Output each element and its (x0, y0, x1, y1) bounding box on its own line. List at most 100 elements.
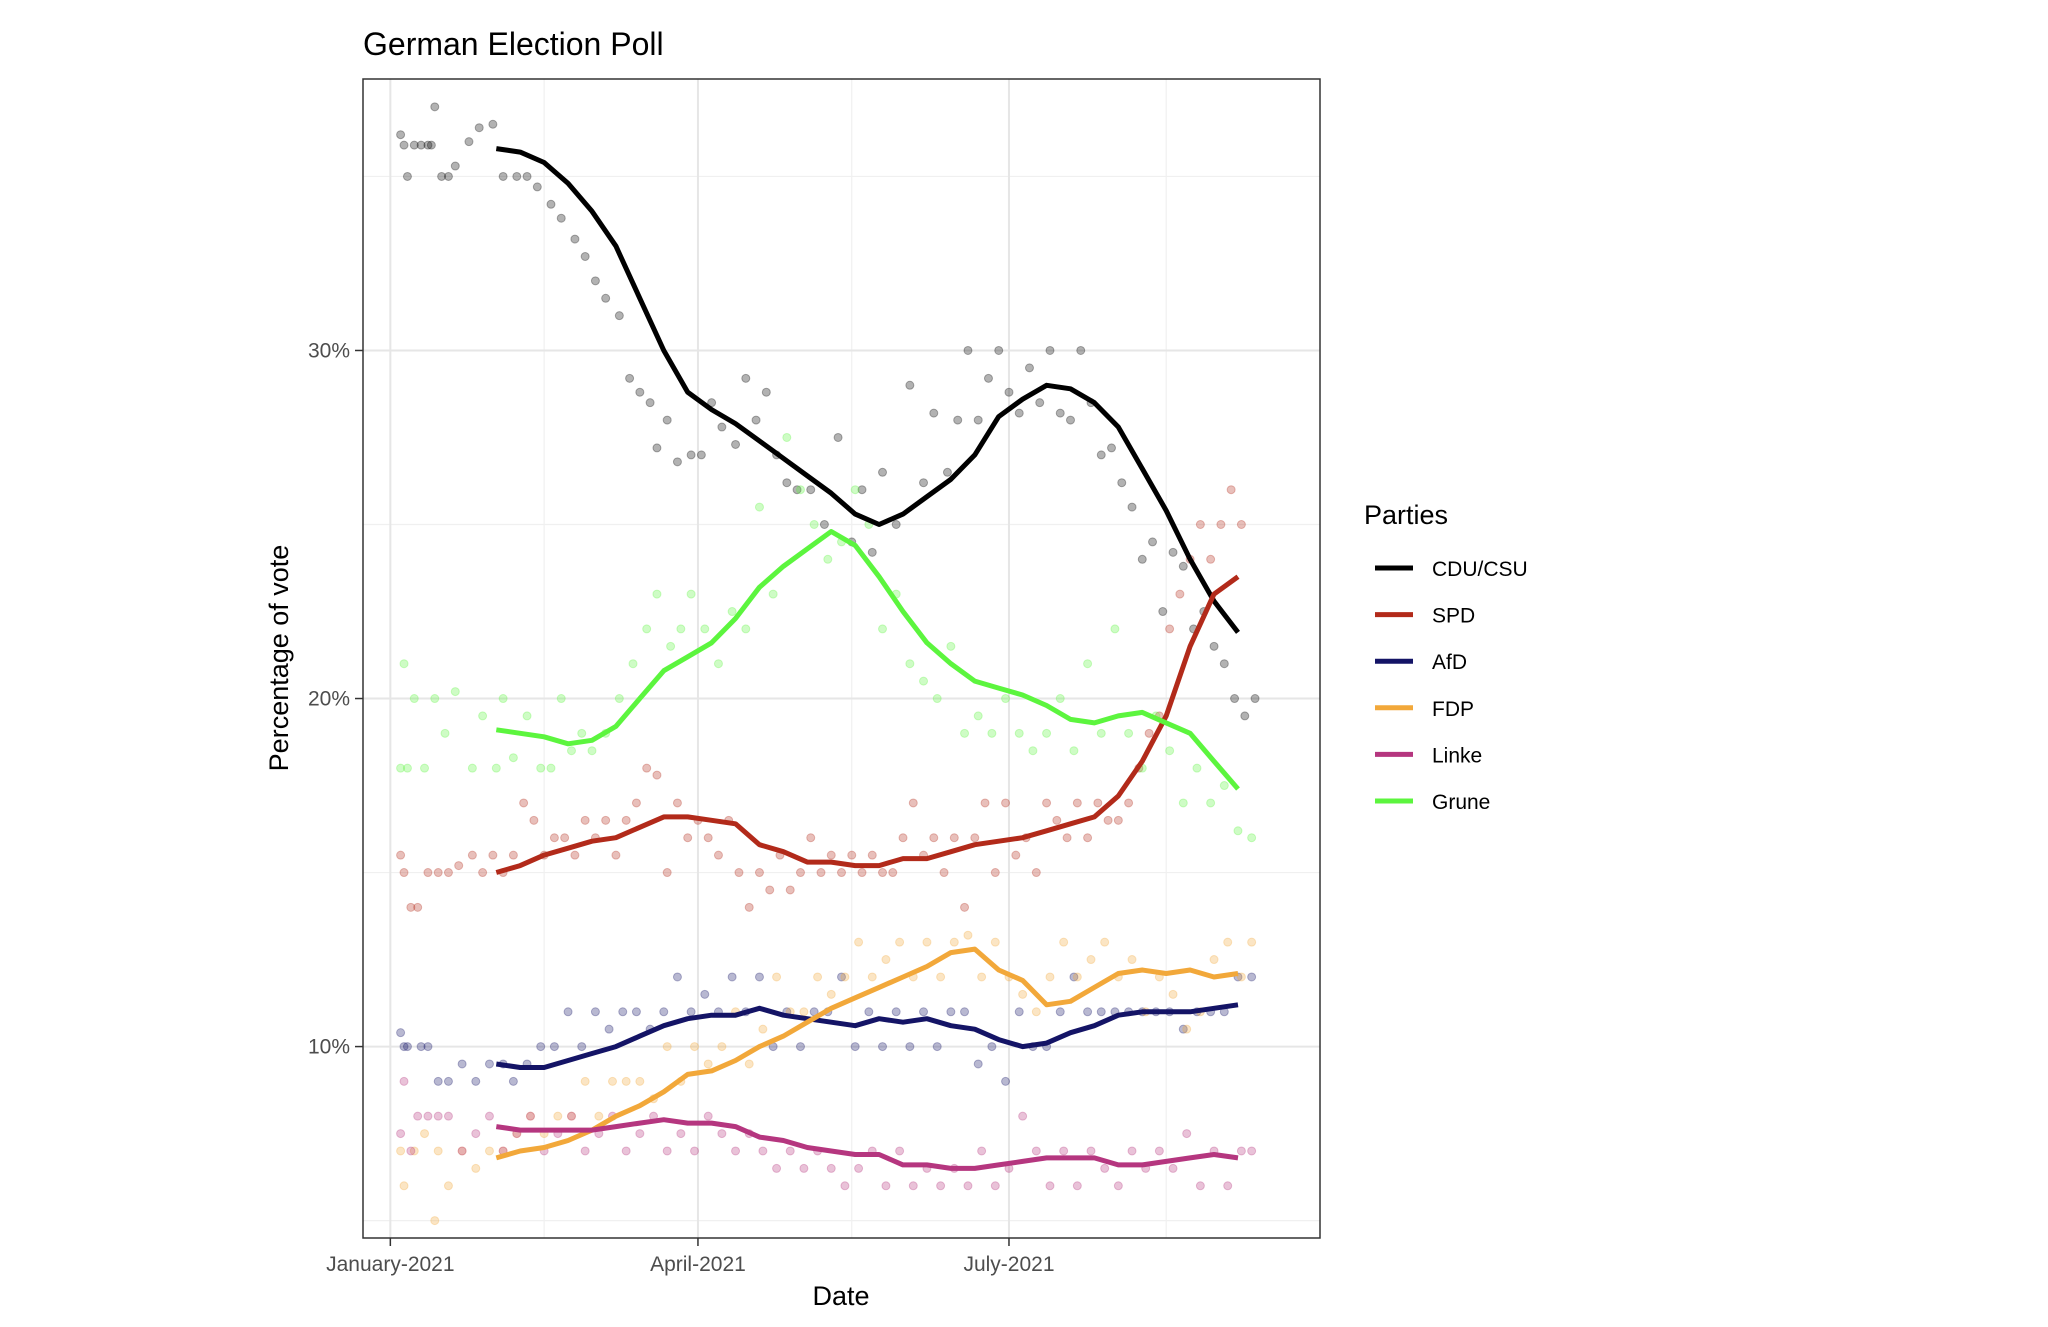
afd-poll-point (508, 1076, 518, 1086)
cdu-csu-poll-point (994, 345, 1004, 355)
cdu-csu-trend-line (495, 146, 1240, 634)
legend-label-fdp: FDP (1432, 698, 1474, 721)
spd-poll-point (785, 885, 795, 895)
grune-poll-point (1206, 798, 1216, 808)
afd-trend-line (495, 1002, 1239, 1070)
cdu-csu-poll-point (402, 171, 412, 181)
spd-poll-point (1093, 798, 1103, 808)
afd-poll-point (1014, 1007, 1024, 1017)
linke-poll-point (772, 1163, 782, 1173)
grune-poll-point (987, 728, 997, 738)
cdu-csu-poll-point (1024, 363, 1034, 373)
linke-poll-point (484, 1111, 494, 1121)
spd-poll-point (1165, 624, 1175, 634)
spd-poll-point (433, 868, 443, 878)
legend-label-grune: Grune (1432, 791, 1490, 814)
fdp-poll-point (1247, 937, 1257, 947)
fdp-poll-point (758, 1024, 768, 1034)
afd-poll-point (1001, 1076, 1011, 1086)
afd-poll-point (443, 1076, 453, 1086)
grune-poll-point (1233, 826, 1243, 836)
cdu-csu-poll-point (1107, 443, 1117, 453)
cdu-csu-poll-point (953, 415, 963, 425)
fdp-poll-point (433, 1146, 443, 1156)
linke-poll-point (881, 1181, 891, 1191)
grune-poll-point (823, 554, 833, 564)
afd-poll-point (973, 1059, 983, 1069)
spd-poll-point (570, 850, 580, 860)
cdu-csu-poll-point (686, 450, 696, 460)
fdp-poll-point (1059, 937, 1069, 947)
grune-poll-point (556, 694, 566, 704)
cdu-csu-poll-point (905, 380, 915, 390)
afd-poll-point (960, 1007, 970, 1017)
grune-poll-point (676, 624, 686, 634)
fdp-poll-point (1031, 1007, 1041, 1017)
cdu-csu-poll-point (652, 443, 662, 453)
cdu-csu-poll-point (731, 439, 741, 449)
linke-poll-point (433, 1111, 443, 1121)
grune-poll-point (686, 589, 696, 599)
spd-poll-point (806, 833, 816, 843)
cdu-csu-poll-point (1035, 398, 1045, 408)
cdu-csu-poll-point (614, 311, 624, 321)
grune-poll-point (498, 694, 508, 704)
grune-poll-point (491, 763, 501, 773)
cdu-csu-poll-point (1055, 408, 1065, 418)
spd-poll-point (898, 833, 908, 843)
afd-poll-point (1178, 1024, 1188, 1034)
cdu-csu-poll-point (983, 373, 993, 383)
cdu-csu-poll-point (625, 373, 635, 383)
grune-poll-point (754, 502, 764, 512)
grune-poll-point (614, 694, 624, 704)
cdu-csu-poll-point (751, 415, 761, 425)
plot-background (363, 79, 1320, 1238)
cdu-csu-poll-point (416, 140, 426, 150)
linke-poll-point (977, 1146, 987, 1156)
cdu-csu-poll-point (498, 171, 508, 181)
linke-poll-point (799, 1163, 809, 1173)
grune-poll-point (1247, 833, 1257, 843)
grune-poll-point (628, 659, 638, 669)
fdp-poll-point (1086, 955, 1096, 965)
spd-poll-point (508, 850, 518, 860)
fdp-poll-point (1223, 937, 1233, 947)
plot-panel-border (362, 78, 1321, 1239)
spd-poll-point (467, 850, 477, 860)
cdu-csu-poll-point (1137, 554, 1147, 564)
fdp-poll-point (990, 937, 1000, 947)
y-tick-label: 30% (308, 339, 350, 362)
spd-poll-point (423, 868, 433, 878)
afd-poll-point (987, 1042, 997, 1052)
grune-poll-point (402, 763, 412, 773)
spd-poll-point (713, 850, 723, 860)
spd-poll-point (652, 770, 662, 780)
afd-poll-point (484, 1059, 494, 1069)
cdu-csu-poll-point (741, 373, 751, 383)
cdu-csu-poll-point (878, 467, 888, 477)
y-axis-title: Percentage of vote (264, 545, 294, 772)
legend-label-cdu-csu: CDU/CSU (1432, 558, 1528, 581)
fdp-poll-point (430, 1216, 440, 1226)
spd-poll-point (662, 868, 672, 878)
linke-poll-point (1059, 1146, 1069, 1156)
y-tick-label: 10% (308, 1036, 350, 1059)
cdu-csu-poll-point (437, 171, 447, 181)
afd-poll-point (536, 1042, 546, 1052)
spd-trend-line (495, 574, 1240, 875)
chart-title: German Election Poll (363, 26, 664, 62)
linke-poll-point (399, 1076, 409, 1086)
legend-label-afd: AfD (1432, 651, 1467, 674)
legend-label-spd: SPD (1432, 605, 1475, 628)
spd-poll-point (1031, 868, 1041, 878)
fdp-poll-point (1045, 972, 1055, 982)
spd-poll-point (1216, 520, 1226, 530)
cdu-csu-poll-point (426, 140, 436, 150)
grid (363, 79, 1320, 1238)
spd-poll-point (1113, 815, 1123, 825)
cdu-csu-poll-point (782, 478, 792, 488)
afd-poll-point (932, 1042, 942, 1052)
fdp-poll-point (799, 1007, 809, 1017)
fdp-poll-point (420, 1129, 430, 1139)
cdu-csu-poll-point (450, 161, 460, 171)
